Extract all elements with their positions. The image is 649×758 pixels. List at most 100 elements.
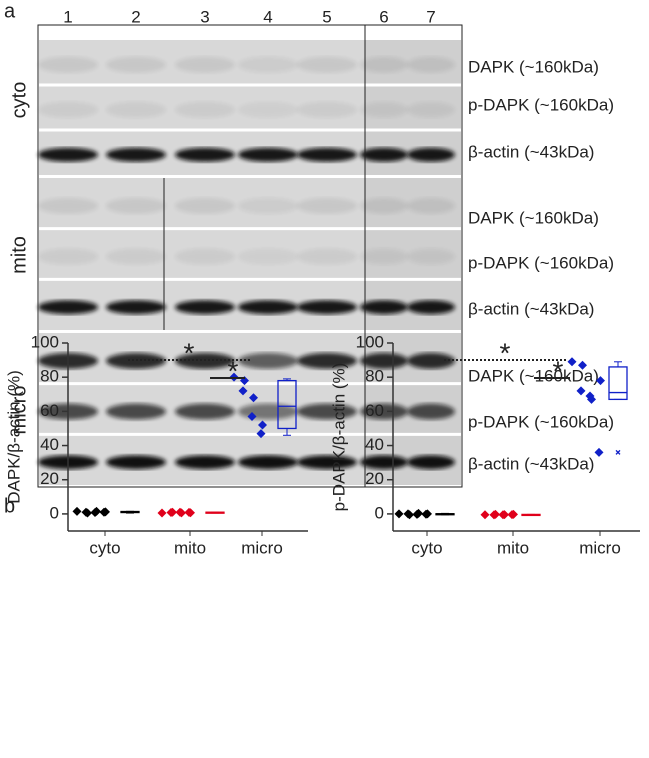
x-tick-label: micro: [241, 538, 283, 557]
lane-number: 2: [131, 7, 140, 26]
band: [297, 300, 357, 315]
x-tick-label: mito: [497, 538, 529, 557]
band-label: β-actin (~43kDa): [468, 454, 594, 473]
dot: [412, 509, 422, 519]
dot: [99, 507, 109, 517]
x-tick-label: cyto: [89, 538, 120, 557]
band-label: β-actin (~43kDa): [468, 299, 594, 318]
band: [297, 352, 357, 369]
band-label: p-DAPK (~160kDa): [468, 253, 614, 272]
dot: [81, 507, 91, 517]
lane-number: 5: [322, 7, 331, 26]
lane-number: 3: [200, 7, 209, 26]
band: [238, 56, 298, 73]
dot: [166, 508, 176, 518]
dot: [90, 508, 100, 518]
dot: [585, 391, 595, 401]
band: [407, 101, 455, 118]
band: [360, 56, 408, 73]
band: [175, 147, 235, 162]
outlier: [615, 449, 621, 455]
dot: [576, 386, 586, 396]
x-tick-label: cyto: [411, 538, 442, 557]
band: [175, 248, 235, 265]
band: [38, 248, 98, 265]
dot: [238, 386, 248, 396]
band: [297, 455, 357, 470]
band: [297, 56, 357, 73]
band: [238, 455, 298, 470]
band: [238, 248, 298, 265]
significance-star: *: [500, 337, 511, 368]
row-label: micro: [8, 386, 30, 435]
band: [238, 101, 298, 118]
y-tick-label: 80: [365, 367, 384, 386]
band: [407, 455, 455, 470]
dot: [258, 420, 267, 430]
band: [38, 56, 98, 73]
dot: [480, 510, 490, 520]
band: [238, 147, 298, 162]
significance-star: *: [228, 355, 239, 386]
y-tick-label: 40: [365, 435, 384, 454]
band: [175, 403, 235, 420]
dot: [594, 447, 604, 457]
band: [175, 455, 235, 470]
dot: [394, 509, 404, 519]
dot: [498, 510, 508, 520]
band: [297, 248, 357, 265]
y-tick-label: 0: [375, 503, 384, 522]
band: [407, 248, 455, 265]
dot: [507, 510, 517, 520]
band: [106, 147, 166, 162]
band: [106, 403, 166, 420]
y-tick-label: 100: [356, 332, 384, 351]
row-label: mito: [8, 236, 30, 274]
dot: [489, 510, 499, 520]
y-axis-label: p-DAPK/β-actin (%): [329, 363, 348, 512]
y-axis-label: DAPK/β-actin (%): [4, 370, 23, 504]
band: [106, 248, 166, 265]
band: [38, 101, 98, 118]
x-tick-label: mito: [174, 538, 206, 557]
band: [360, 101, 408, 118]
band-label: p-DAPK (~160kDa): [468, 95, 614, 114]
significance-star: *: [184, 337, 195, 368]
lane-number: 4: [263, 7, 272, 26]
band: [360, 403, 408, 420]
row-label: cyto: [8, 82, 30, 119]
band: [297, 197, 357, 214]
band: [360, 352, 408, 369]
band: [360, 300, 408, 315]
dot: [567, 357, 577, 367]
band-label: DAPK (~160kDa): [468, 57, 599, 76]
band: [360, 147, 408, 162]
y-tick-label: 60: [40, 401, 59, 420]
band-label: DAPK (~160kDa): [468, 208, 599, 227]
dot: [578, 360, 587, 370]
box: [277, 379, 297, 430]
band: [238, 300, 298, 315]
dot: [247, 411, 257, 421]
dot: [421, 509, 431, 519]
band: [360, 197, 408, 214]
gap: [38, 175, 462, 178]
band: [407, 352, 455, 369]
y-tick-label: 60: [365, 401, 384, 420]
band: [38, 147, 98, 162]
band-label: β-actin (~43kDa): [468, 142, 594, 161]
band: [407, 300, 455, 315]
band: [106, 56, 166, 73]
y-tick-label: 20: [40, 469, 59, 488]
band: [360, 455, 408, 470]
y-tick-label: 20: [365, 469, 384, 488]
band: [106, 197, 166, 214]
band: [407, 197, 455, 214]
band: [106, 455, 166, 470]
gap: [38, 330, 462, 333]
band: [106, 101, 166, 118]
band-label: DAPK (~160kDa): [468, 366, 599, 385]
lane-number: 7: [426, 7, 435, 26]
dot: [403, 509, 413, 519]
